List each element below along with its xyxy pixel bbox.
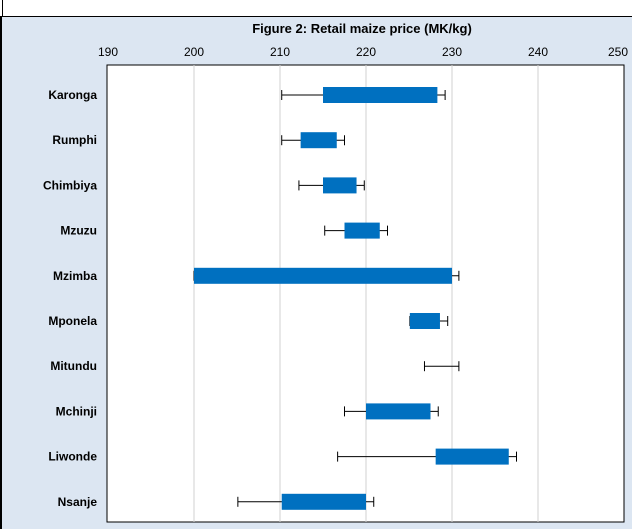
range-bar bbox=[344, 222, 380, 239]
x-tick-label: 250 bbox=[608, 45, 628, 59]
category-label: Karonga bbox=[48, 88, 97, 102]
category-label: Mitundu bbox=[50, 359, 97, 373]
left-border bbox=[2, 0, 3, 16]
category-label: Mzimba bbox=[53, 269, 97, 283]
chart-title: Figure 2: Retail maize price (MK/kg) bbox=[252, 21, 472, 36]
x-tick-labels: 190 200 210 220 230 240 250 bbox=[98, 45, 628, 59]
category-labels: Karonga Rumphi Chimbiya Mzuzu Mzimba Mponela M… bbox=[43, 88, 97, 509]
category-label: Mponela bbox=[48, 314, 97, 328]
category-label: Liwonde bbox=[48, 450, 97, 464]
range-bars bbox=[194, 87, 509, 510]
x-tick-label: 220 bbox=[356, 45, 376, 59]
category-label: Mchinji bbox=[56, 404, 97, 418]
category-label: Mzuzu bbox=[60, 224, 97, 238]
x-tick-label: 240 bbox=[528, 45, 548, 59]
range-bar bbox=[409, 313, 440, 329]
range-bar bbox=[300, 132, 337, 149]
range-bar bbox=[281, 493, 366, 510]
x-tick-label: 230 bbox=[442, 45, 462, 59]
range-bar bbox=[366, 403, 431, 420]
grid-lines bbox=[193, 65, 539, 522]
category-label: Nsanje bbox=[58, 495, 98, 509]
range-bar bbox=[194, 267, 452, 284]
range-bar bbox=[435, 448, 509, 465]
category-label: Chimbiya bbox=[43, 178, 97, 192]
x-tick-label: 200 bbox=[184, 45, 204, 59]
category-label: Rumphi bbox=[52, 133, 97, 147]
top-strip bbox=[0, 0, 632, 17]
x-tick-label: 190 bbox=[98, 45, 118, 59]
range-bar bbox=[323, 177, 357, 194]
range-bar bbox=[323, 87, 438, 103]
x-tick-label: 210 bbox=[270, 45, 290, 59]
